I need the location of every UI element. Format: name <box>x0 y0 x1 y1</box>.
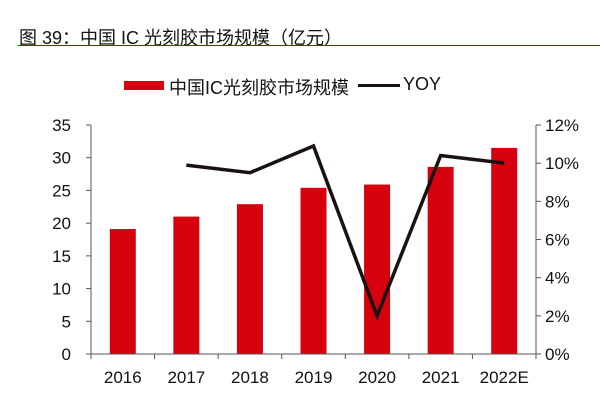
left-tick-label: 35 <box>52 116 71 135</box>
chart-title: 图 39：中国 IC 光刻胶市场规模（亿元） <box>19 28 343 48</box>
bar-2018 <box>236 204 263 354</box>
right-tick-label: 8% <box>545 192 570 211</box>
x-tick-label: 2016 <box>104 368 142 387</box>
left-tick-label: 30 <box>52 149 71 168</box>
right-tick-label: 0% <box>545 345 570 364</box>
x-tick-label: 2020 <box>358 368 396 387</box>
left-tick-label: 5 <box>62 312 71 331</box>
legend-line-label: YOY <box>403 74 442 94</box>
legend-bar-swatch <box>124 81 164 90</box>
bar-2021 <box>427 166 454 354</box>
right-tick-label: 6% <box>545 231 570 250</box>
x-tick-label: 2018 <box>231 368 269 387</box>
left-tick-label: 15 <box>52 247 71 266</box>
right-tick-label: 4% <box>545 269 570 288</box>
bar-2019 <box>300 187 327 354</box>
right-tick-label: 10% <box>545 154 579 173</box>
x-tick-label: 2021 <box>422 368 460 387</box>
x-tick-label: 2022E <box>480 368 529 387</box>
legend: 中国IC光刻胶市场规模 YOY <box>0 74 600 98</box>
right-tick-label: 2% <box>545 307 570 326</box>
left-tick-label: 0 <box>62 345 71 364</box>
x-tick-label: 2017 <box>167 368 205 387</box>
right-tick-label: 12% <box>545 116 579 135</box>
legend-bar-label: 中国IC光刻胶市场规模 <box>169 78 349 98</box>
yoy-line <box>186 143 505 321</box>
left-tick-label: 20 <box>52 214 71 233</box>
bar-2020 <box>364 184 391 354</box>
left-tick-label: 25 <box>52 181 71 200</box>
x-tick-label: 2019 <box>295 368 333 387</box>
bar-2017 <box>173 216 200 354</box>
title-divider <box>18 45 600 46</box>
bar-2022E <box>491 147 518 354</box>
legend-line-swatch <box>358 84 400 87</box>
left-tick-label: 10 <box>52 280 71 299</box>
bar-2016 <box>109 229 136 354</box>
